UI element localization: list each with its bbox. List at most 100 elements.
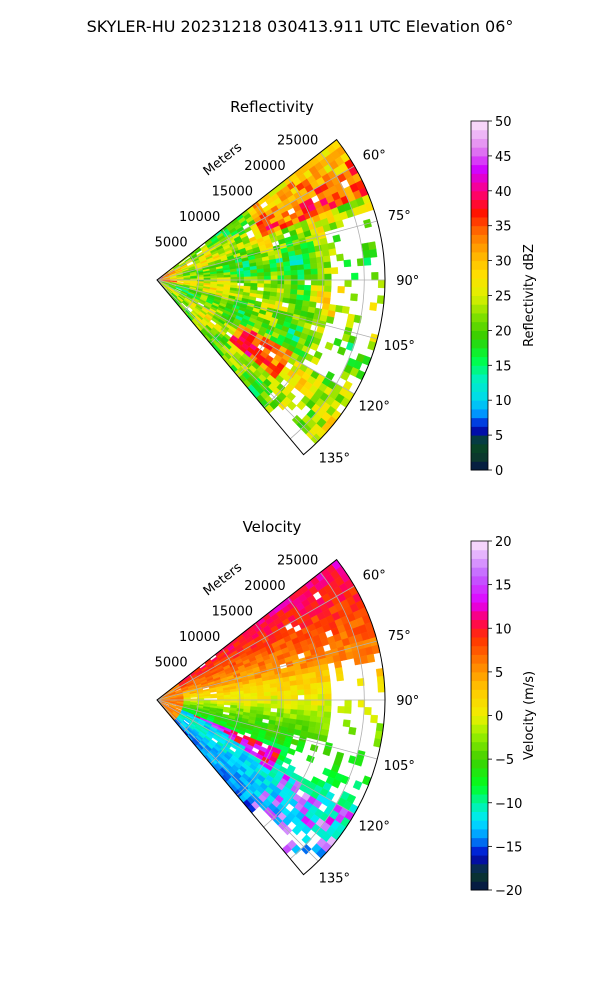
colorbar-tick-label: 35 xyxy=(495,220,512,235)
colorbar-swatch xyxy=(471,295,488,305)
field-cell xyxy=(304,694,312,701)
azimuth-spoke xyxy=(156,279,355,395)
field-cell xyxy=(296,400,307,411)
colorbar-swatch xyxy=(471,663,488,673)
field-cell xyxy=(310,688,319,695)
field-cell xyxy=(289,260,298,267)
colorbar-swatch xyxy=(471,820,488,830)
field-cell xyxy=(316,676,324,684)
field-cell xyxy=(356,678,365,687)
azimuth-tick-label: 75° xyxy=(388,209,411,224)
field-cell xyxy=(376,675,385,685)
field-cell xyxy=(296,259,304,266)
field-cell xyxy=(290,704,298,711)
range-ring xyxy=(210,228,241,344)
field-cell xyxy=(316,291,325,298)
field-cell xyxy=(322,255,331,263)
field-cell xyxy=(284,275,292,281)
azimuth-spoke xyxy=(156,640,378,701)
field-cell xyxy=(257,272,265,277)
field-cell xyxy=(310,699,319,706)
colorbar-swatch xyxy=(471,356,488,366)
field-cell xyxy=(310,279,319,286)
field-cell xyxy=(324,279,332,287)
colorbar-swatch xyxy=(471,602,488,612)
colorbar-tick-label: 15 xyxy=(495,579,512,594)
grid xyxy=(156,572,385,862)
field-cell xyxy=(243,699,252,704)
field-cell xyxy=(316,711,325,718)
field-cell xyxy=(257,699,265,704)
range-ring xyxy=(183,674,199,733)
colorbar-tick-label: 0 xyxy=(495,710,503,725)
field-cell xyxy=(316,262,325,269)
colorbar-swatch xyxy=(471,863,488,874)
panel-velocity: Velocity 5000 10000 15000 20000 25000 Meters 60… xyxy=(155,518,537,899)
colorbar-swatch xyxy=(471,339,488,349)
field-cell xyxy=(310,274,319,281)
colorbar-swatch xyxy=(471,802,488,812)
figure-title: SKYLER-HU 20231218 030413.911 UTC Elevat… xyxy=(87,17,514,36)
field-cell xyxy=(263,687,271,693)
field-cell xyxy=(377,683,386,693)
colorbar-swatch xyxy=(471,129,488,139)
field-cell xyxy=(290,269,298,276)
colorbar-swatch xyxy=(471,452,488,462)
field-cell xyxy=(335,667,344,676)
field-cell xyxy=(368,241,377,251)
range-ring xyxy=(263,177,324,408)
field-cell xyxy=(324,341,334,351)
azimuth-spoke xyxy=(156,699,355,815)
field-cell xyxy=(316,256,324,264)
colorbar-swatch xyxy=(471,374,488,384)
field-cell xyxy=(263,271,272,277)
colorbar-swatch xyxy=(471,837,488,847)
field-cell xyxy=(377,279,386,289)
field-cell xyxy=(370,714,378,724)
field-cell xyxy=(181,301,189,308)
colorbar-swatch xyxy=(471,365,488,375)
range-tick-label: 10000 xyxy=(179,210,220,225)
field-cell xyxy=(230,279,238,284)
field-cell xyxy=(295,745,304,754)
field-cell xyxy=(250,699,258,704)
field-cell xyxy=(364,707,372,716)
colorbar-swatch xyxy=(471,584,488,594)
field-cell xyxy=(322,297,331,305)
field-cell xyxy=(322,717,331,725)
range-tick-label: 15000 xyxy=(212,184,253,199)
field-cell xyxy=(323,291,332,299)
field-cell xyxy=(297,269,305,276)
range-axis-label: Meters xyxy=(201,560,245,599)
range-ring xyxy=(289,152,365,440)
field-cell xyxy=(363,257,372,266)
colorbar-tick-label: −10 xyxy=(495,797,522,812)
field-cell xyxy=(250,696,258,701)
field-cell xyxy=(297,279,305,286)
field-cell xyxy=(257,703,265,708)
field-cell xyxy=(237,696,245,701)
field-cell xyxy=(324,693,332,701)
field-cell xyxy=(342,719,351,728)
field-cell xyxy=(303,704,312,711)
range-tick-label: 5000 xyxy=(155,655,188,670)
field-cells xyxy=(156,139,386,445)
field-cell xyxy=(264,699,272,705)
field-cell xyxy=(283,284,292,290)
field-cell xyxy=(332,234,341,243)
field-cell xyxy=(352,780,363,791)
field-cell xyxy=(330,267,339,275)
colorbar-swatch xyxy=(471,855,488,865)
field-cell xyxy=(230,274,238,278)
range-tick-label: 25000 xyxy=(277,133,318,148)
azimuth-tick-label: 135° xyxy=(319,871,350,886)
colorbar-swatch xyxy=(471,680,488,690)
field-cell xyxy=(297,689,305,696)
field-cell xyxy=(324,699,332,707)
field-cell xyxy=(290,279,299,286)
colorbar-swatch xyxy=(471,278,488,288)
field-cell xyxy=(297,274,305,281)
colorbar-swatch xyxy=(471,138,488,148)
field-cell xyxy=(324,705,332,713)
